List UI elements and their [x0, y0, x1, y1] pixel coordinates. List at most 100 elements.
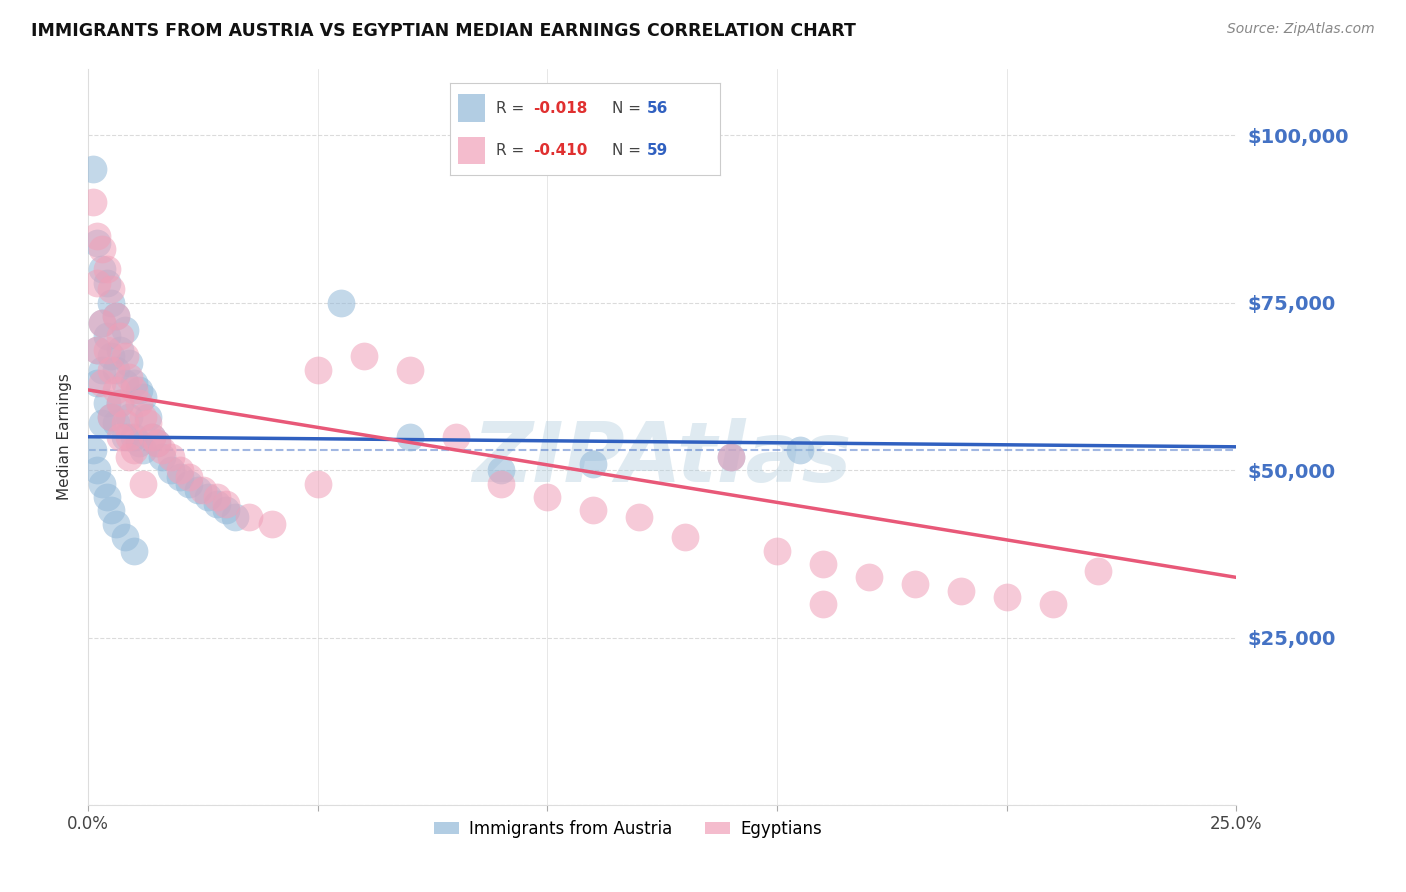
Point	[114, 530, 136, 544]
Point	[720, 450, 742, 464]
Point	[169, 463, 191, 477]
Point	[104, 417, 127, 431]
Point	[159, 450, 181, 464]
Point	[187, 483, 209, 498]
Point	[104, 516, 127, 531]
Point	[159, 463, 181, 477]
Point	[110, 329, 132, 343]
Point	[100, 283, 122, 297]
Point	[766, 543, 789, 558]
Point	[100, 503, 122, 517]
Text: ZIPAtlas: ZIPAtlas	[472, 418, 852, 500]
Point	[789, 443, 811, 458]
Point	[114, 323, 136, 337]
Point	[491, 476, 513, 491]
Point	[398, 363, 420, 377]
Point	[122, 430, 145, 444]
Point	[904, 577, 927, 591]
Point	[114, 376, 136, 391]
Point	[858, 570, 880, 584]
Point	[179, 470, 201, 484]
Point	[86, 463, 108, 477]
Point	[353, 350, 375, 364]
Point	[100, 350, 122, 364]
Point	[215, 497, 238, 511]
Point	[329, 296, 352, 310]
Point	[628, 510, 651, 524]
Point	[307, 476, 329, 491]
Point	[136, 409, 159, 424]
Text: Source: ZipAtlas.com: Source: ZipAtlas.com	[1227, 22, 1375, 37]
Point	[122, 443, 145, 458]
Legend: Immigrants from Austria, Egyptians: Immigrants from Austria, Egyptians	[427, 814, 828, 845]
Point	[150, 443, 173, 458]
Point	[96, 343, 118, 357]
Point	[104, 363, 127, 377]
Point	[197, 490, 219, 504]
Point	[122, 376, 145, 391]
Point	[141, 430, 163, 444]
Point	[110, 396, 132, 410]
Point	[398, 430, 420, 444]
Point	[118, 430, 141, 444]
Point	[110, 343, 132, 357]
Point	[110, 430, 132, 444]
Point	[90, 242, 112, 256]
Point	[86, 235, 108, 250]
Point	[132, 390, 155, 404]
Point	[191, 483, 214, 498]
Point	[146, 436, 169, 450]
Point	[128, 396, 150, 410]
Point	[100, 409, 122, 424]
Point	[118, 369, 141, 384]
Point	[110, 396, 132, 410]
Point	[215, 503, 238, 517]
Point	[128, 383, 150, 397]
Point	[205, 497, 228, 511]
Point	[238, 510, 260, 524]
Point	[114, 417, 136, 431]
Point	[96, 276, 118, 290]
Point	[205, 490, 228, 504]
Point	[132, 443, 155, 458]
Point	[90, 476, 112, 491]
Point	[141, 430, 163, 444]
Point	[104, 383, 127, 397]
Point	[720, 450, 742, 464]
Point	[582, 503, 605, 517]
Point	[444, 430, 467, 444]
Point	[995, 591, 1018, 605]
Point	[136, 417, 159, 431]
Point	[90, 316, 112, 330]
Point	[536, 490, 558, 504]
Point	[90, 262, 112, 277]
Point	[86, 276, 108, 290]
Text: IMMIGRANTS FROM AUSTRIA VS EGYPTIAN MEDIAN EARNINGS CORRELATION CHART: IMMIGRANTS FROM AUSTRIA VS EGYPTIAN MEDI…	[31, 22, 856, 40]
Point	[86, 343, 108, 357]
Point	[146, 436, 169, 450]
Point	[150, 450, 173, 464]
Point	[118, 450, 141, 464]
Point	[673, 530, 696, 544]
Point	[128, 436, 150, 450]
Point	[122, 383, 145, 397]
Point	[104, 310, 127, 324]
Point	[86, 376, 108, 391]
Point	[949, 583, 972, 598]
Point	[100, 363, 122, 377]
Point	[90, 376, 112, 391]
Point	[96, 262, 118, 277]
Point	[82, 161, 104, 176]
Point	[307, 363, 329, 377]
Point	[82, 443, 104, 458]
Point	[114, 350, 136, 364]
Point	[86, 343, 108, 357]
Point	[224, 510, 246, 524]
Point	[179, 476, 201, 491]
Point	[582, 457, 605, 471]
Point	[132, 409, 155, 424]
Point	[491, 463, 513, 477]
Point	[114, 430, 136, 444]
Point	[260, 516, 283, 531]
Point	[118, 409, 141, 424]
